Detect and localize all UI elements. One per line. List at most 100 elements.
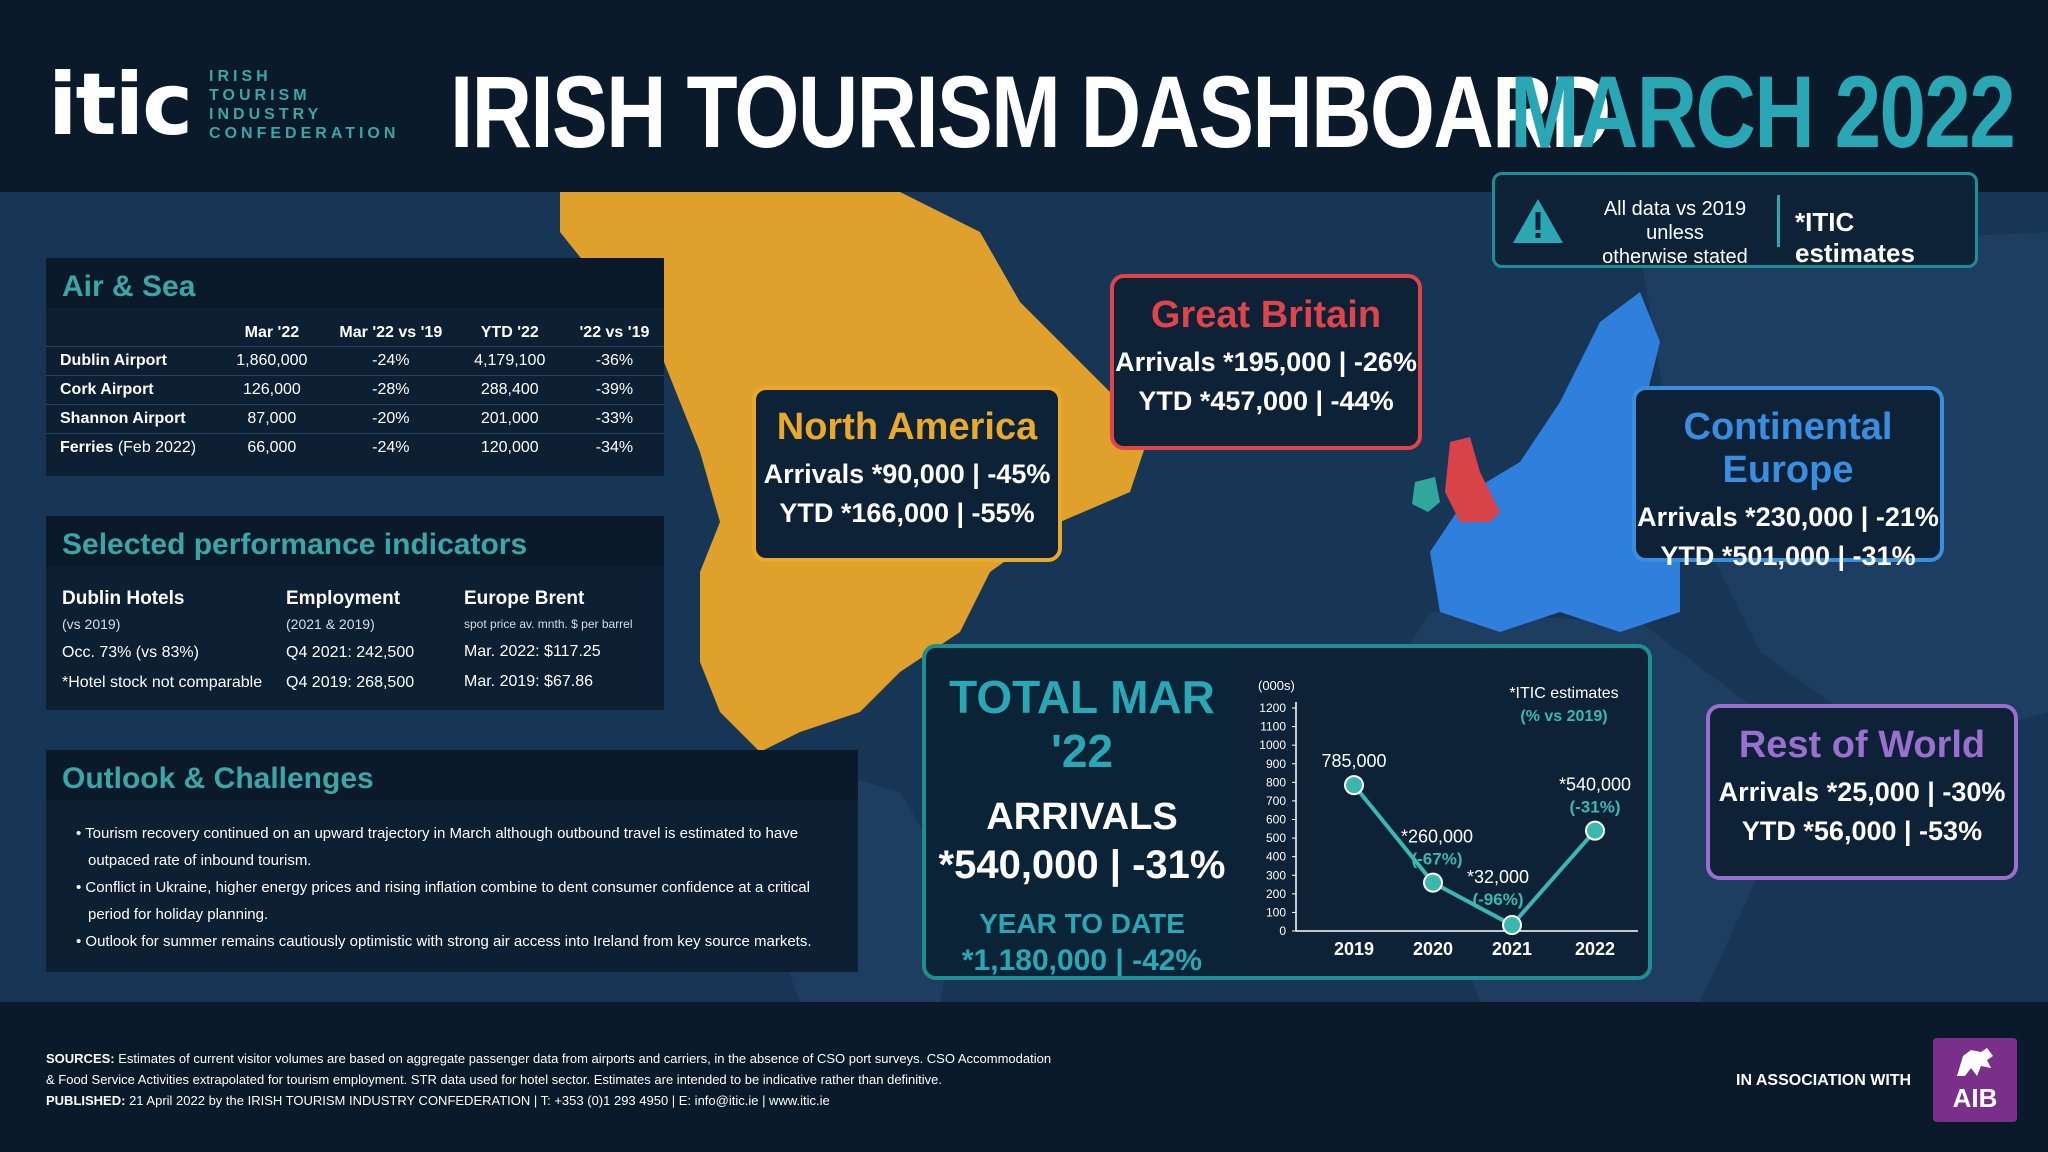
table-header-row: Mar '22 Mar '22 vs '19 YTD '22 '22 vs '1… (46, 320, 664, 346)
indicator-r2: *Hotel stock not comparable (62, 674, 263, 691)
y-tick-label: 500 (1266, 831, 1286, 845)
column-header (46, 320, 217, 346)
indicator-sub: spot price av. mnth. $ per barrel (464, 617, 633, 631)
row-name: Dublin Airport (60, 351, 167, 369)
great-britain-box: Great Britain Arrivals *195,000 | -26% Y… (1110, 274, 1422, 450)
outlook-panel: Outlook & Challenges • Tourism recovery … (46, 750, 858, 972)
outlook-bullet: • Conflict in Ukraine, higher energy pri… (76, 879, 810, 923)
outlook-bullets: • Tourism recovery continued on an upwar… (76, 820, 846, 955)
footer: SOURCES: Estimates of current visitor vo… (0, 1002, 2048, 1152)
indicator-col-employment: Employment (2021 & 2019) Q4 2021: 242,50… (286, 588, 456, 692)
air-sea-title: Air & Sea (46, 258, 664, 308)
y-tick-label: 400 (1266, 850, 1286, 864)
cell-ytd-vs: -36% (595, 351, 634, 369)
y-tick-label: 0 (1279, 924, 1286, 938)
sources-line: & Food Service Activities extrapolated f… (46, 1072, 943, 1087)
aib-logo-text: AIB (1952, 1083, 1998, 1113)
aib-animal-icon (1957, 1048, 1993, 1076)
notice-divider (1777, 195, 1780, 247)
cell-ytd: 4,179,100 (474, 351, 546, 369)
air-sea-table: Mar '22 Mar '22 vs '19 YTD '22 '22 vs '1… (46, 320, 664, 462)
data-point (1502, 915, 1522, 936)
column-header: YTD '22 (480, 323, 539, 341)
indicator-r2: Q4 2019: 268,500 (286, 674, 415, 691)
indicator-head: Employment (286, 588, 401, 609)
north-america-box: North America Arrivals *90,000 | -45% YT… (752, 386, 1062, 562)
region-title: Continental Europe (1683, 406, 1893, 491)
data-label: *260,000 (1401, 827, 1473, 847)
page-month: MARCH 2022 (1510, 55, 2016, 169)
data-change-label: (-31%) (1569, 798, 1620, 817)
page-title: IRISH TOURISM DASHBOARD (450, 55, 1611, 169)
region-ytd: YTD *457,000 | -44% (1138, 386, 1394, 416)
aib-logo[interactable]: AIB (1933, 1038, 2017, 1122)
chart-note: *ITIC estimates (1509, 685, 1618, 702)
total-arrivals-label: ARRIVALS (986, 796, 1178, 838)
region-ytd: YTD *166,000 | -55% (779, 498, 1035, 528)
data-label: 785,000 (1321, 751, 1386, 771)
y-tick-label: 1200 (1259, 701, 1286, 715)
column-header: '22 vs '19 (579, 323, 650, 341)
cell-ytd: 120,000 (480, 438, 539, 456)
cell-mar: 1,860,000 (236, 351, 308, 369)
y-tick-label: 1100 (1260, 720, 1286, 734)
total-title: TOTAL MAR '22 (949, 671, 1215, 777)
indicator-sub: (2021 & 2019) (286, 616, 375, 632)
ireland-shape (1412, 477, 1440, 512)
air-sea-panel: Air & Sea Mar '22 Mar '22 vs '19 YTD '22… (46, 258, 664, 476)
column-header: Mar '22 vs '19 (339, 323, 443, 341)
cell-mar: 87,000 (247, 409, 297, 427)
region-title: North America (776, 406, 1038, 448)
cell-ytd-vs: -33% (595, 409, 634, 427)
data-point (1585, 820, 1605, 841)
x-tick-label: 2022 (1575, 939, 1615, 959)
logo-line: INDUSTRY (209, 106, 323, 123)
table-row: Dublin Airport 1,860,000 -24% 4,179,100 … (46, 346, 664, 375)
indicator-col-hotels: Dublin Hotels (vs 2019) Occ. 73% (vs 83%… (62, 588, 272, 692)
table-row: Cork Airport 126,000 -28% 288,400 -39% (46, 375, 664, 404)
y-tick-label: 700 (1266, 794, 1286, 808)
cell-ytd: 288,400 (480, 380, 539, 398)
cell-mar: 126,000 (242, 380, 301, 398)
logo-line: IRISH (209, 68, 272, 85)
cell-mar: 66,000 (247, 438, 297, 456)
logo-line: CONFEDERATION (209, 125, 400, 142)
region-arrivals: Arrivals *195,000 | -26% (1115, 347, 1417, 377)
outlook-bullet: • Tourism recovery continued on an upwar… (76, 825, 799, 869)
region-arrivals: Arrivals *90,000 | -45% (763, 459, 1051, 489)
region-ytd: YTD *501,000 | -31% (1660, 541, 1916, 571)
cell-ytd-vs: -39% (595, 380, 634, 398)
sources-line: SOURCES: Estimates of current visitor vo… (46, 1051, 1052, 1066)
y-tick-label: 200 (1266, 887, 1286, 901)
total-arrivals-value: *540,000 | -31% (938, 843, 1226, 887)
indicator-r1: Mar. 2022: $117.25 (464, 643, 601, 660)
indicator-sub: (vs 2019) (62, 616, 121, 632)
notice-line: All data vs 2019 unless (1603, 198, 1747, 244)
great-britain-shape (1445, 437, 1500, 522)
itic-logo[interactable]: itic IRISH TOURISM INDUSTRY CONFEDERATIO… (48, 62, 399, 148)
cell-ytd: 201,000 (480, 409, 539, 427)
notice-text: All data vs 2019 unless otherwise stated (1575, 197, 1775, 269)
indicator-col-brent: Europe Brent spot price av. mnth. $ per … (464, 588, 660, 691)
total-ytd-value: *1,180,000 | -42% (961, 944, 1203, 977)
column-header: Mar '22 (244, 323, 300, 341)
y-tick-label: 100 (1266, 905, 1286, 919)
outlook-title: Outlook & Challenges (46, 750, 858, 800)
cell-mar-vs: -24% (372, 438, 410, 456)
data-label: *540,000 (1559, 775, 1631, 795)
cell-mar-vs: -28% (372, 380, 410, 398)
published-line: PUBLISHED: 21 April 2022 by the IRISH TO… (46, 1093, 830, 1108)
total-box: TOTAL MAR '22 ARRIVALS *540,000 | -31% Y… (922, 644, 1652, 980)
row-name: Ferries (Feb 2022) (60, 438, 197, 456)
indicators-title: Selected performance indicators (46, 516, 664, 566)
footer-text: SOURCES: Estimates of current visitor vo… (46, 1048, 1146, 1111)
europe-shape (1430, 292, 1680, 632)
x-tick-label: 2021 (1492, 939, 1532, 959)
cell-ytd-vs: -34% (595, 438, 634, 456)
indicator-r1: Q4 2021: 242,500 (286, 644, 415, 661)
chart-note-sub: (% vs 2019) (1520, 708, 1607, 725)
continental-europe-box: Continental Europe Arrivals *230,000 | -… (1632, 386, 1944, 571)
association-label: IN ASSOCIATION WITH (1736, 1072, 1912, 1089)
logo-line: TOURISM (209, 87, 311, 104)
rest-of-world-box: Rest of World Arrivals *25,000 | -30% YT… (1706, 704, 2018, 880)
